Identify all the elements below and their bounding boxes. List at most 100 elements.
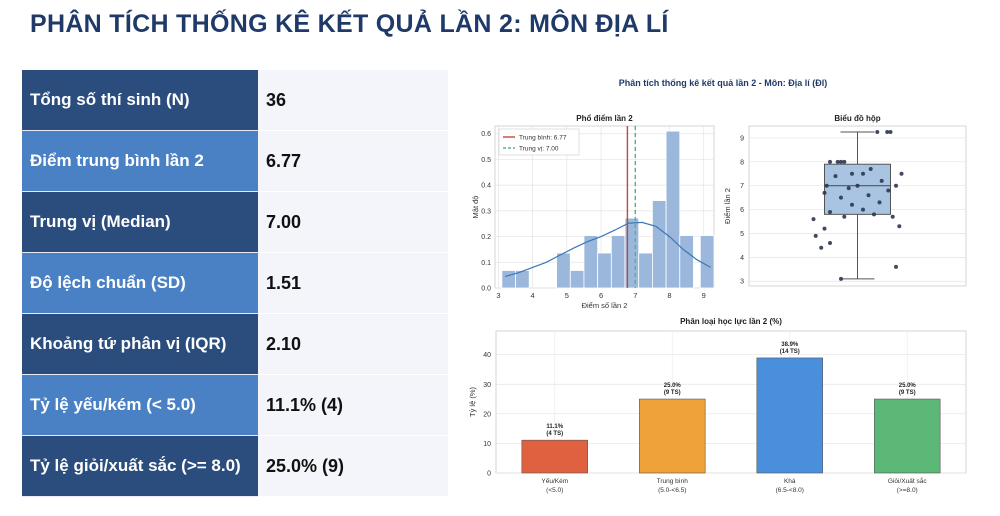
bar-chart-bar bbox=[639, 398, 706, 474]
boxplot-point bbox=[846, 186, 851, 191]
legend-median-label: Trung vị: 7.00 bbox=[519, 146, 559, 153]
boxplot-point bbox=[855, 183, 860, 188]
histogram-x-tick-label: 4 bbox=[531, 291, 535, 300]
boxplot-point bbox=[824, 183, 829, 188]
page-title: PHÂN TÍCH THỐNG KÊ KẾT QUẢ LẦN 2: MÔN ĐỊ… bbox=[30, 10, 669, 38]
bar-chart-category-label: Khá bbox=[784, 478, 796, 485]
stat-label: Khoảng tứ phân vị (IQR) bbox=[22, 314, 258, 375]
bar-chart-bar bbox=[521, 439, 588, 474]
bar-chart-y-tick-label: 0 bbox=[487, 471, 491, 478]
boxplot-point bbox=[822, 190, 827, 195]
histogram-legend bbox=[498, 128, 580, 156]
chart-figure: Phân tích thống kê kết quả lần 2 - Môn: … bbox=[458, 66, 978, 506]
boxplot-point bbox=[885, 129, 890, 134]
boxplot-point bbox=[879, 178, 884, 183]
boxplot-point bbox=[888, 129, 893, 134]
bar-chart-count-label: (9 TS) bbox=[664, 390, 681, 396]
bar-chart-value-label: 25.0% bbox=[664, 383, 682, 389]
histogram-bar bbox=[665, 130, 681, 289]
stat-row-median: Trung vị (Median) 7.00 bbox=[22, 192, 448, 253]
stat-row-mean: Điểm trung bình lần 2 6.77 bbox=[22, 131, 448, 192]
stat-row-total: Tổng số thí sinh (N) 36 bbox=[22, 70, 448, 131]
histogram-bar bbox=[610, 235, 626, 289]
histogram-x-tick-label: 8 bbox=[667, 291, 671, 300]
histogram-x-tick-label: 7 bbox=[633, 291, 637, 300]
boxplot-y-label: Điểm lần 2 bbox=[723, 188, 732, 224]
boxplot-point bbox=[850, 171, 854, 176]
stat-label: Điểm trung bình lần 2 bbox=[22, 131, 258, 192]
boxplot-point bbox=[828, 241, 832, 246]
stat-label: Trung vị (Median) bbox=[22, 192, 258, 253]
histogram-bar bbox=[699, 235, 715, 289]
histogram-bar bbox=[652, 200, 667, 289]
kde-curve bbox=[505, 221, 711, 277]
stat-row-excellent: Tỷ lệ giỏi/xuất sắc (>= 8.0) 25.0% (9) bbox=[22, 436, 448, 497]
boxplot-point bbox=[861, 207, 865, 212]
bar-chart-bar bbox=[756, 357, 823, 474]
boxplot-point bbox=[868, 166, 873, 171]
boxplot-point bbox=[839, 159, 843, 164]
histogram-y-tick-label: 0.2 bbox=[481, 234, 491, 241]
histogram-title: Phổ điểm lần 2 bbox=[576, 114, 633, 123]
bar-chart-category-label: Giỏi/Xuất sắc bbox=[888, 476, 927, 485]
bar-chart-count-label: (4 TS) bbox=[546, 431, 563, 437]
bar-chart-y-tick-label: 40 bbox=[483, 352, 491, 359]
boxplot-point bbox=[861, 171, 865, 176]
bar-chart-count-label: (14 TS) bbox=[780, 349, 800, 355]
stat-row-weak: Tỷ lệ yếu/kém (< 5.0) 11.1% (4) bbox=[22, 375, 448, 436]
boxplot-point bbox=[842, 159, 847, 164]
boxplot-y-tick-label: 7 bbox=[740, 183, 744, 190]
histogram-bar bbox=[556, 252, 571, 289]
stat-label: Tổng số thí sinh (N) bbox=[22, 70, 258, 131]
boxplot-point bbox=[872, 212, 876, 217]
boxplot-point bbox=[890, 214, 895, 219]
stat-value: 11.1% (4) bbox=[258, 375, 448, 436]
histogram-x-tick-label: 9 bbox=[702, 291, 706, 300]
histogram-y-tick-label: 0.4 bbox=[481, 183, 491, 190]
bar-chart-bar bbox=[874, 398, 941, 474]
bar-chart-category-range: (>=8.0) bbox=[897, 487, 918, 494]
histogram-bar bbox=[569, 270, 585, 289]
stat-value: 2.10 bbox=[258, 314, 448, 375]
boxplot-point bbox=[839, 195, 843, 200]
boxplot-point bbox=[886, 188, 891, 193]
boxplot-y-tick-label: 3 bbox=[740, 279, 744, 286]
bar-chart-title: Phân loại học lực lần 2 (%) bbox=[680, 317, 782, 326]
stat-label: Tỷ lệ giỏi/xuất sắc (>= 8.0) bbox=[22, 436, 258, 497]
boxplot-point bbox=[811, 217, 816, 222]
boxplot-y-tick-label: 4 bbox=[740, 255, 744, 262]
bar-chart-y-tick-label: 30 bbox=[483, 382, 491, 389]
histogram-y-tick-label: 0.3 bbox=[481, 208, 491, 215]
bar-chart-y-tick-label: 20 bbox=[483, 411, 491, 418]
boxplot-point bbox=[813, 233, 818, 238]
boxplot-point bbox=[833, 174, 838, 179]
histogram-y-tick-label: 0.6 bbox=[481, 131, 491, 138]
bar-chart-value-label: 38.9% bbox=[781, 342, 799, 348]
bar-chart-category-range: (6.5-<8.0) bbox=[776, 487, 804, 494]
boxplot-point bbox=[828, 209, 832, 214]
histogram-x-tick-label: 3 bbox=[496, 291, 500, 300]
histogram-bar bbox=[583, 235, 599, 289]
bar-chart-value-label: 11.1% bbox=[546, 424, 563, 430]
histogram-y-label: Mật độ bbox=[471, 196, 480, 219]
histogram-y-tick-label: 0.0 bbox=[481, 286, 491, 293]
stat-value: 25.0% (9) bbox=[258, 436, 448, 497]
boxplot-y-tick-label: 6 bbox=[740, 207, 744, 214]
legend-mean-label: Trung bình: 6.77 bbox=[519, 135, 567, 142]
bar-chart-y-tick-label: 10 bbox=[483, 441, 491, 448]
boxplot-point bbox=[894, 183, 898, 188]
bar-chart-category-label: Trung bình bbox=[657, 478, 689, 485]
histogram-bar bbox=[501, 270, 516, 289]
stat-label: Độ lệch chuẩn (SD) bbox=[22, 253, 258, 314]
boxplot-point bbox=[850, 202, 854, 207]
histogram-y-tick-label: 0.5 bbox=[481, 157, 491, 164]
histogram-x-label: Điểm số lần 2 bbox=[582, 301, 628, 310]
histogram-x-tick-label: 6 bbox=[599, 291, 603, 300]
stat-row-sd: Độ lệch chuẩn (SD) 1.51 bbox=[22, 253, 448, 314]
boxplot-y-tick-label: 8 bbox=[740, 159, 744, 166]
boxplot-point bbox=[835, 159, 840, 164]
histogram-y-tick-label: 0.1 bbox=[481, 260, 491, 267]
boxplot-y-tick-label: 9 bbox=[740, 135, 744, 142]
boxplot-y-tick-label: 5 bbox=[740, 231, 744, 238]
bar-chart-category-range: (<5.0) bbox=[546, 487, 563, 494]
